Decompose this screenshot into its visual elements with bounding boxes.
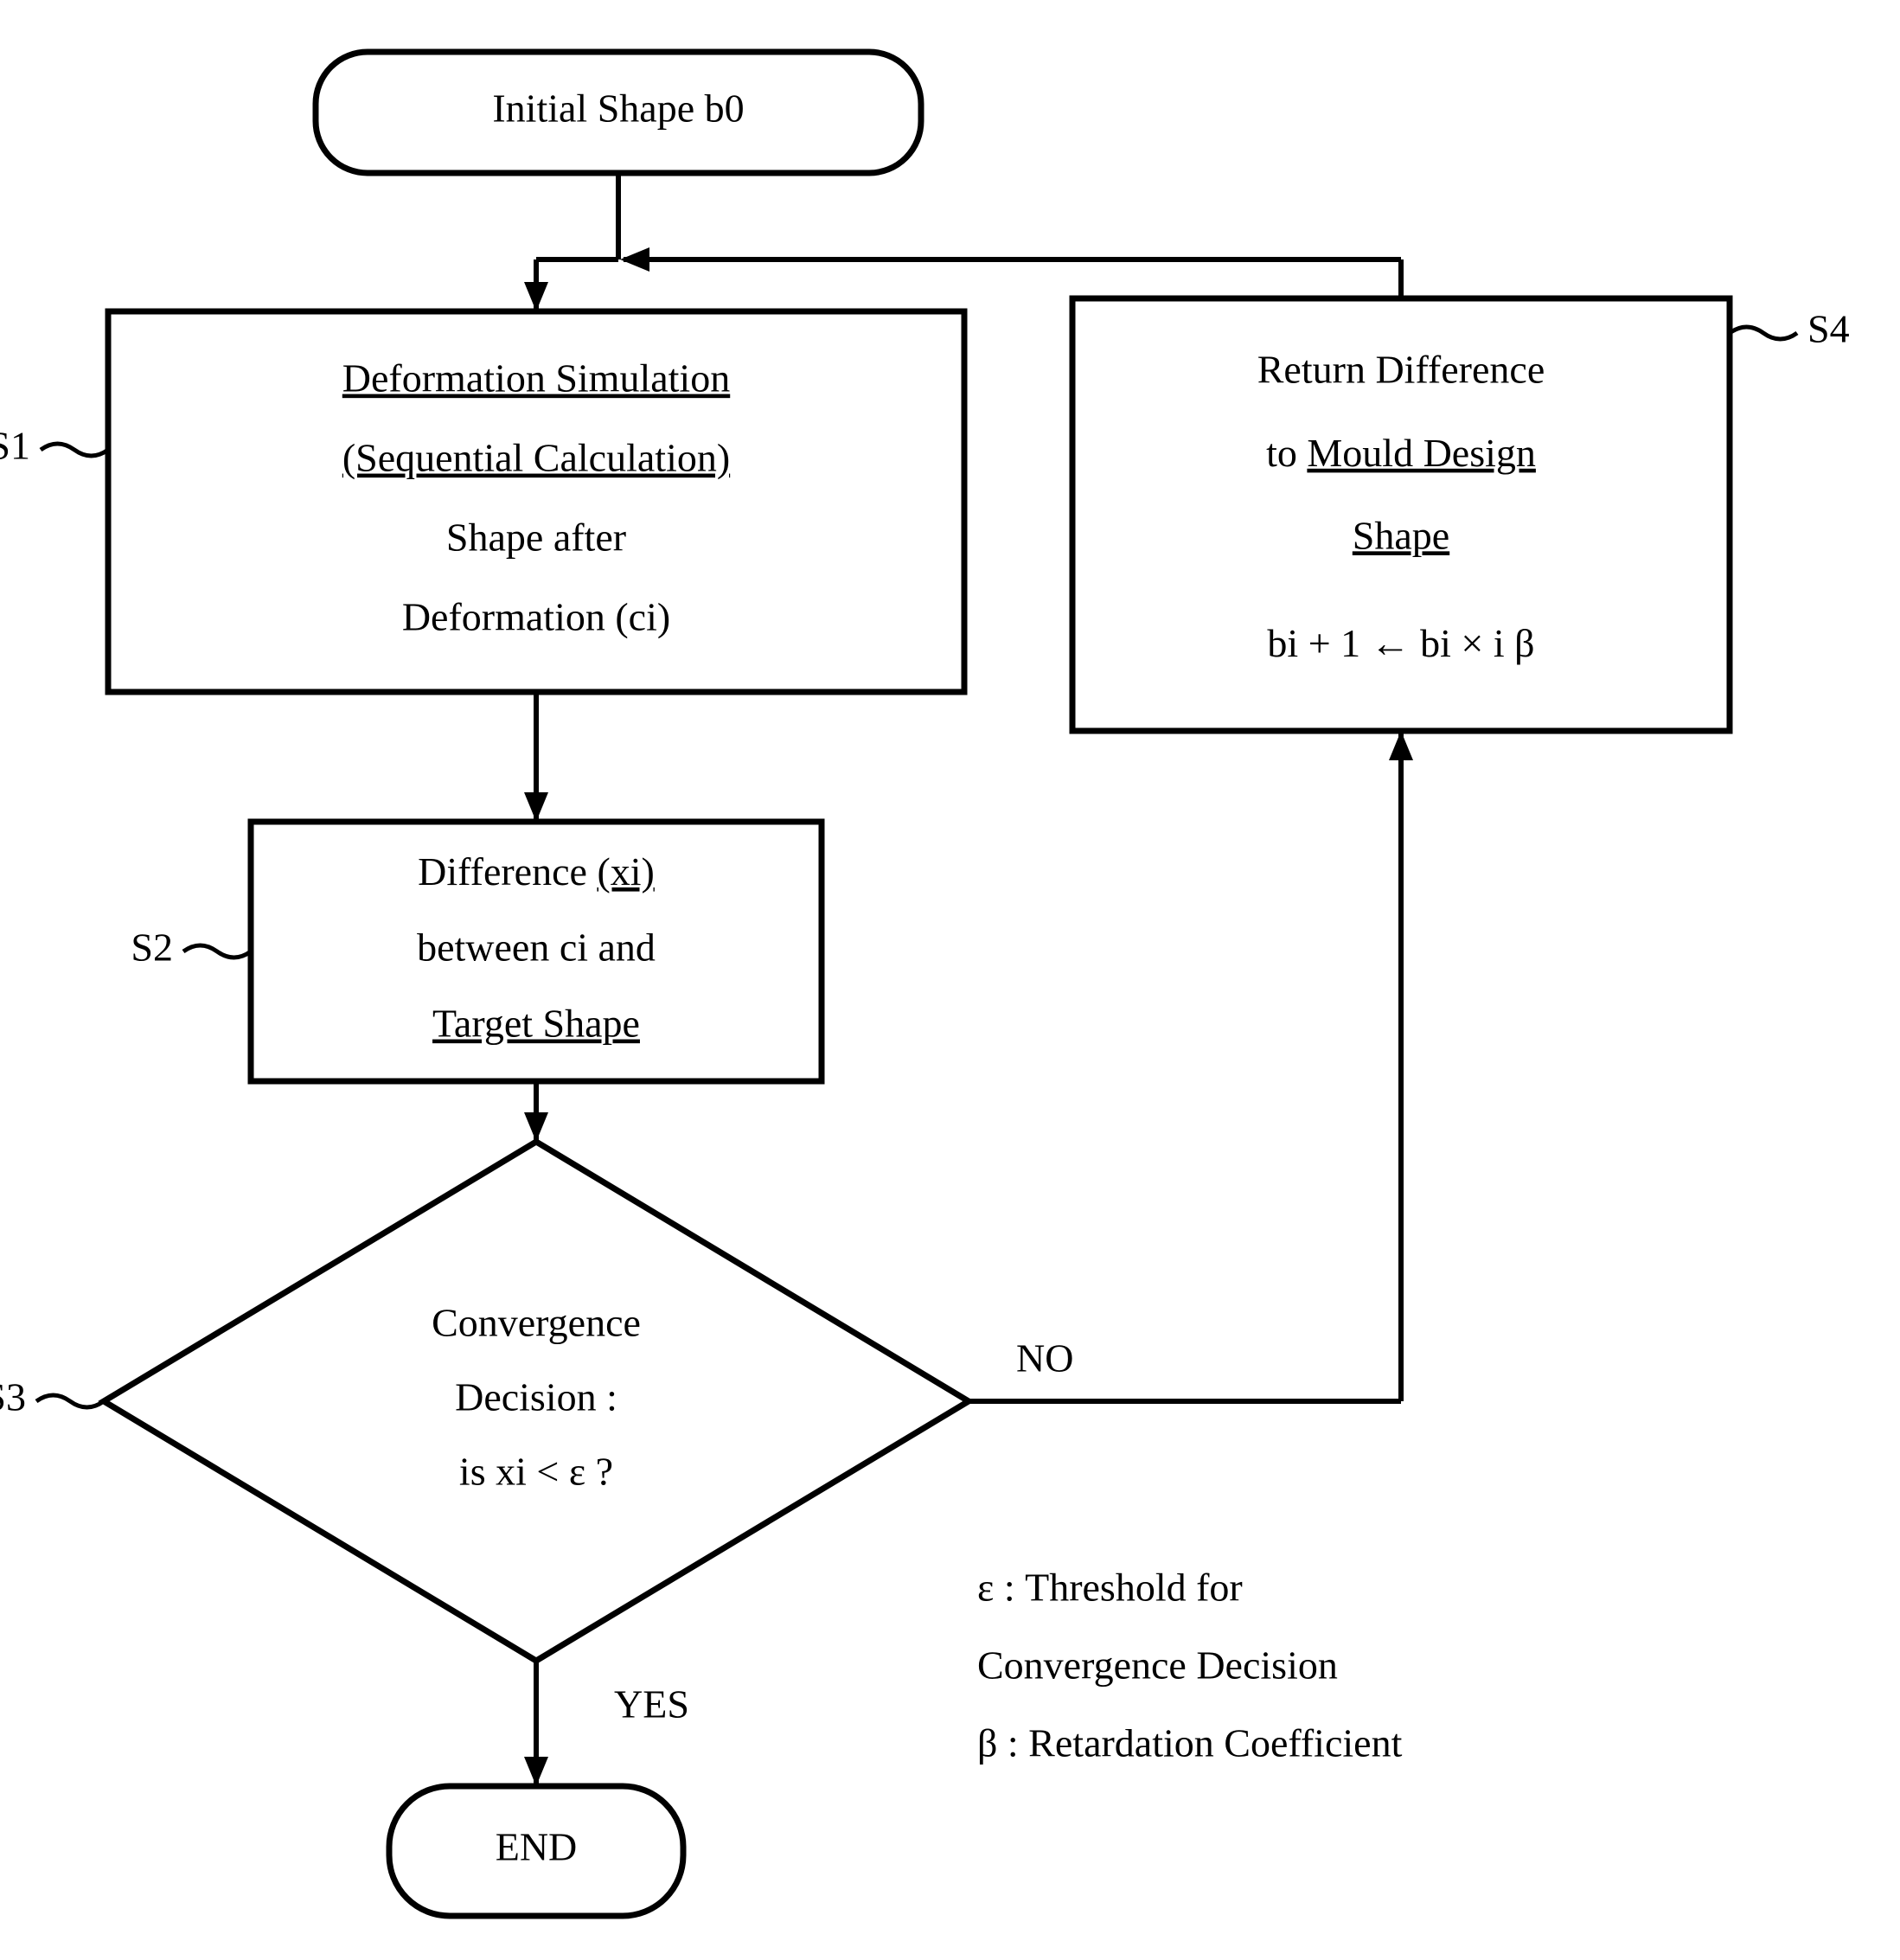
s1-line: Deformation Simulation xyxy=(342,356,730,400)
s2-line-0: Difference (xi) xyxy=(418,849,655,894)
legend-line: Convergence Decision xyxy=(977,1643,1338,1688)
step-label-s3: S3 xyxy=(0,1375,26,1419)
step-label-s1: S1 xyxy=(0,424,30,468)
s3-line: Decision : xyxy=(455,1375,617,1419)
s2-line-1: between ci and xyxy=(417,926,656,970)
edge-label-yes: YES xyxy=(614,1682,689,1726)
legend-line: ε : Threshold for xyxy=(977,1566,1243,1610)
s4-line-1: to Mould Design xyxy=(1266,430,1536,474)
s1-line: (Sequential Calculation) xyxy=(342,436,730,480)
s4-line-3: bi + 1 ← bi × i β xyxy=(1267,621,1534,665)
s4-line-2: Shape xyxy=(1353,513,1449,557)
s2-line-2: Target Shape xyxy=(432,1002,640,1046)
end-node-text: END xyxy=(496,1825,578,1869)
step-label-s4: S4 xyxy=(1807,307,1850,351)
s1-line: Deformation (ci) xyxy=(402,595,670,639)
s3-line: is xi < ε ? xyxy=(459,1450,613,1494)
s1-line: Shape after xyxy=(446,516,626,560)
legend-line: β : Retardation Coefficient xyxy=(977,1721,1403,1765)
edge-label-no: NO xyxy=(1016,1336,1073,1380)
s3-line: Convergence xyxy=(432,1301,641,1345)
start-node-text: Initial Shape b0 xyxy=(492,86,744,131)
s4-line-0: Return Difference xyxy=(1257,347,1545,391)
step-label-s2: S2 xyxy=(131,926,173,970)
